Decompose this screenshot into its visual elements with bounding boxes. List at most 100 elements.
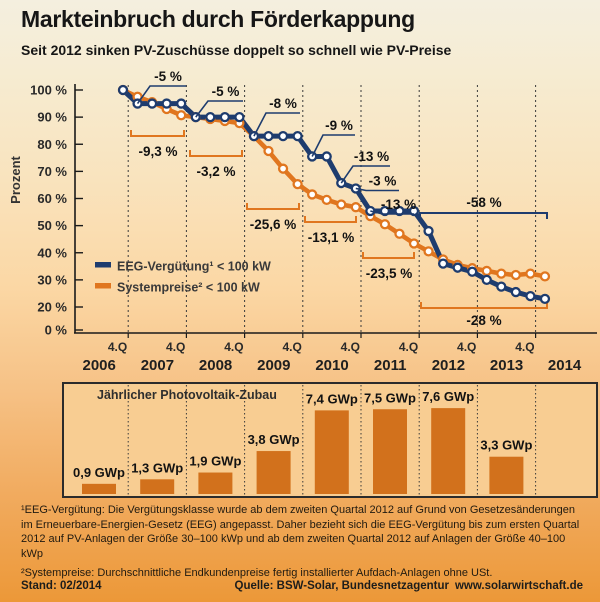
bar-value-label: 3,3 GWp [480,438,532,453]
data-point [161,98,172,109]
bar-chart-title: Jährlicher Photovoltaik-Zubau [97,388,277,402]
callout-label: -3 % [369,174,397,189]
y-tick-label: 60 % [37,191,67,206]
year-label: 2013 [490,357,523,374]
callout-label: -5 % [212,84,240,99]
footer-url: www.solarwirtschaft.de [454,580,583,592]
callout-line [195,100,243,118]
page-title: Markteinbruch durch Förderkappung [21,6,415,32]
data-point [423,225,434,237]
data-point [437,258,449,269]
legend-label: Systempreise² < 100 kW [117,281,260,295]
data-point [525,268,536,279]
bracket [246,203,300,210]
callout-label: -13 % [354,149,389,164]
data-point [379,205,391,217]
data-point [146,98,158,109]
data-point [292,178,303,190]
year-label: 2012 [432,357,465,374]
quarter-tick-label: 4.Q [399,340,418,354]
brackets: -58 % -9,3 % -3,2 % -25,6 % -13,1 % -23,5 % -2… [130,130,548,328]
data-point [321,151,332,162]
axes: 100 % 90 % 80 % 70 % 60 % 50 % 40 % 30 % 20 % 0 %… [8,83,597,374]
footer-quelle: Quelle: BSW-Solar, Bundesnetzagentur [234,580,449,592]
bar [314,410,349,494]
data-point [467,266,478,277]
bar [140,479,175,494]
callout-line [136,85,186,105]
year-label: 2008 [199,357,232,374]
bracket-label: -13,1 % [308,230,355,245]
bracket [419,212,548,219]
y-tick-label: 100 % [30,83,67,98]
y-tick-label: 90 % [37,110,67,125]
year-label: 2009 [257,357,290,374]
data-point [205,111,216,123]
footnote-eeg: ¹EEG-Vergütung: Die Vergütungsklasse wur… [21,504,580,560]
data-point [219,111,231,123]
data-point [539,293,551,305]
data-point [481,265,492,277]
callout-label: -8 % [269,96,297,111]
bracket-label: -25,6 % [250,217,297,232]
bracket-label: -28 % [466,313,501,328]
data-point [408,205,420,217]
callout-line [370,210,414,215]
y-tick-label: 80 % [37,137,67,152]
data-point [481,274,492,286]
callout-line [355,187,399,192]
y-tick-label: 0 % [45,323,68,338]
bar [373,409,407,494]
y-tick-label: 20 % [37,300,67,315]
bar [489,456,524,494]
quarter-tick-label: 4.Q [341,340,360,354]
bar-value-label: 3,8 GWp [248,432,300,447]
data-point [379,219,391,230]
quarter-tick-label: 4.Q [224,340,243,354]
y-tick-label: 30 % [37,272,67,287]
data-point [539,271,551,282]
legend-label: EEG-Vergütung¹ < 100 kW [117,260,271,274]
bar-value-label: 1,3 GWp [131,460,183,475]
data-point [263,145,274,157]
data-point [306,189,318,200]
data-point [234,111,245,123]
data-point [176,110,187,121]
year-label: 2011 [374,357,407,374]
bar [82,483,116,494]
bar-panel: Jährlicher Photovoltaik-Zubau 0,9 GWp 1,3 … [62,382,598,498]
footer: Stand: 02/2014 Quelle: BSW-Solar, Bundes… [21,580,583,592]
year-label: 2014 [548,357,582,374]
y-tick-label: 70 % [37,164,67,179]
bar [431,408,466,494]
year-label: 2006 [83,357,116,374]
data-point [277,163,289,174]
line-and-bar-chart: 100 % 90 % 80 % 70 % 60 % 50 % 40 % 30 % 20 % 0 %… [8,69,598,498]
legend-swatch [95,283,111,289]
callout-label: -5 % [154,69,182,84]
callout-label: -13 % [381,197,416,212]
bracket [420,302,548,309]
callout-label: -9 % [325,118,353,133]
data-point [117,84,129,96]
bar [198,472,233,494]
data-point [263,130,274,142]
callout-line [253,112,300,137]
y-axis-title: Prozent [8,155,23,203]
data-point [336,199,347,210]
data-point [510,269,521,281]
bracket [304,216,357,223]
callout-line [311,134,355,157]
callouts: -5 % -5 % -8 % -9 % -13 % -3 % -13 % [136,69,416,215]
data-point [321,194,332,206]
quarter-tick-label: 4.Q [515,340,534,354]
quarter-tick-label: 4.Q [282,340,301,354]
y-tick-label: 50 % [37,218,67,233]
data-point [452,262,463,273]
bracket-label: -3,2 % [196,164,235,179]
quarter-tick-label: 4.Q [108,340,127,354]
bar-value-label: 7,4 GWp [306,391,358,406]
legend: EEG-Vergütung¹ < 100 kW Systempreise² < 1… [95,260,271,295]
data-point [525,290,536,302]
